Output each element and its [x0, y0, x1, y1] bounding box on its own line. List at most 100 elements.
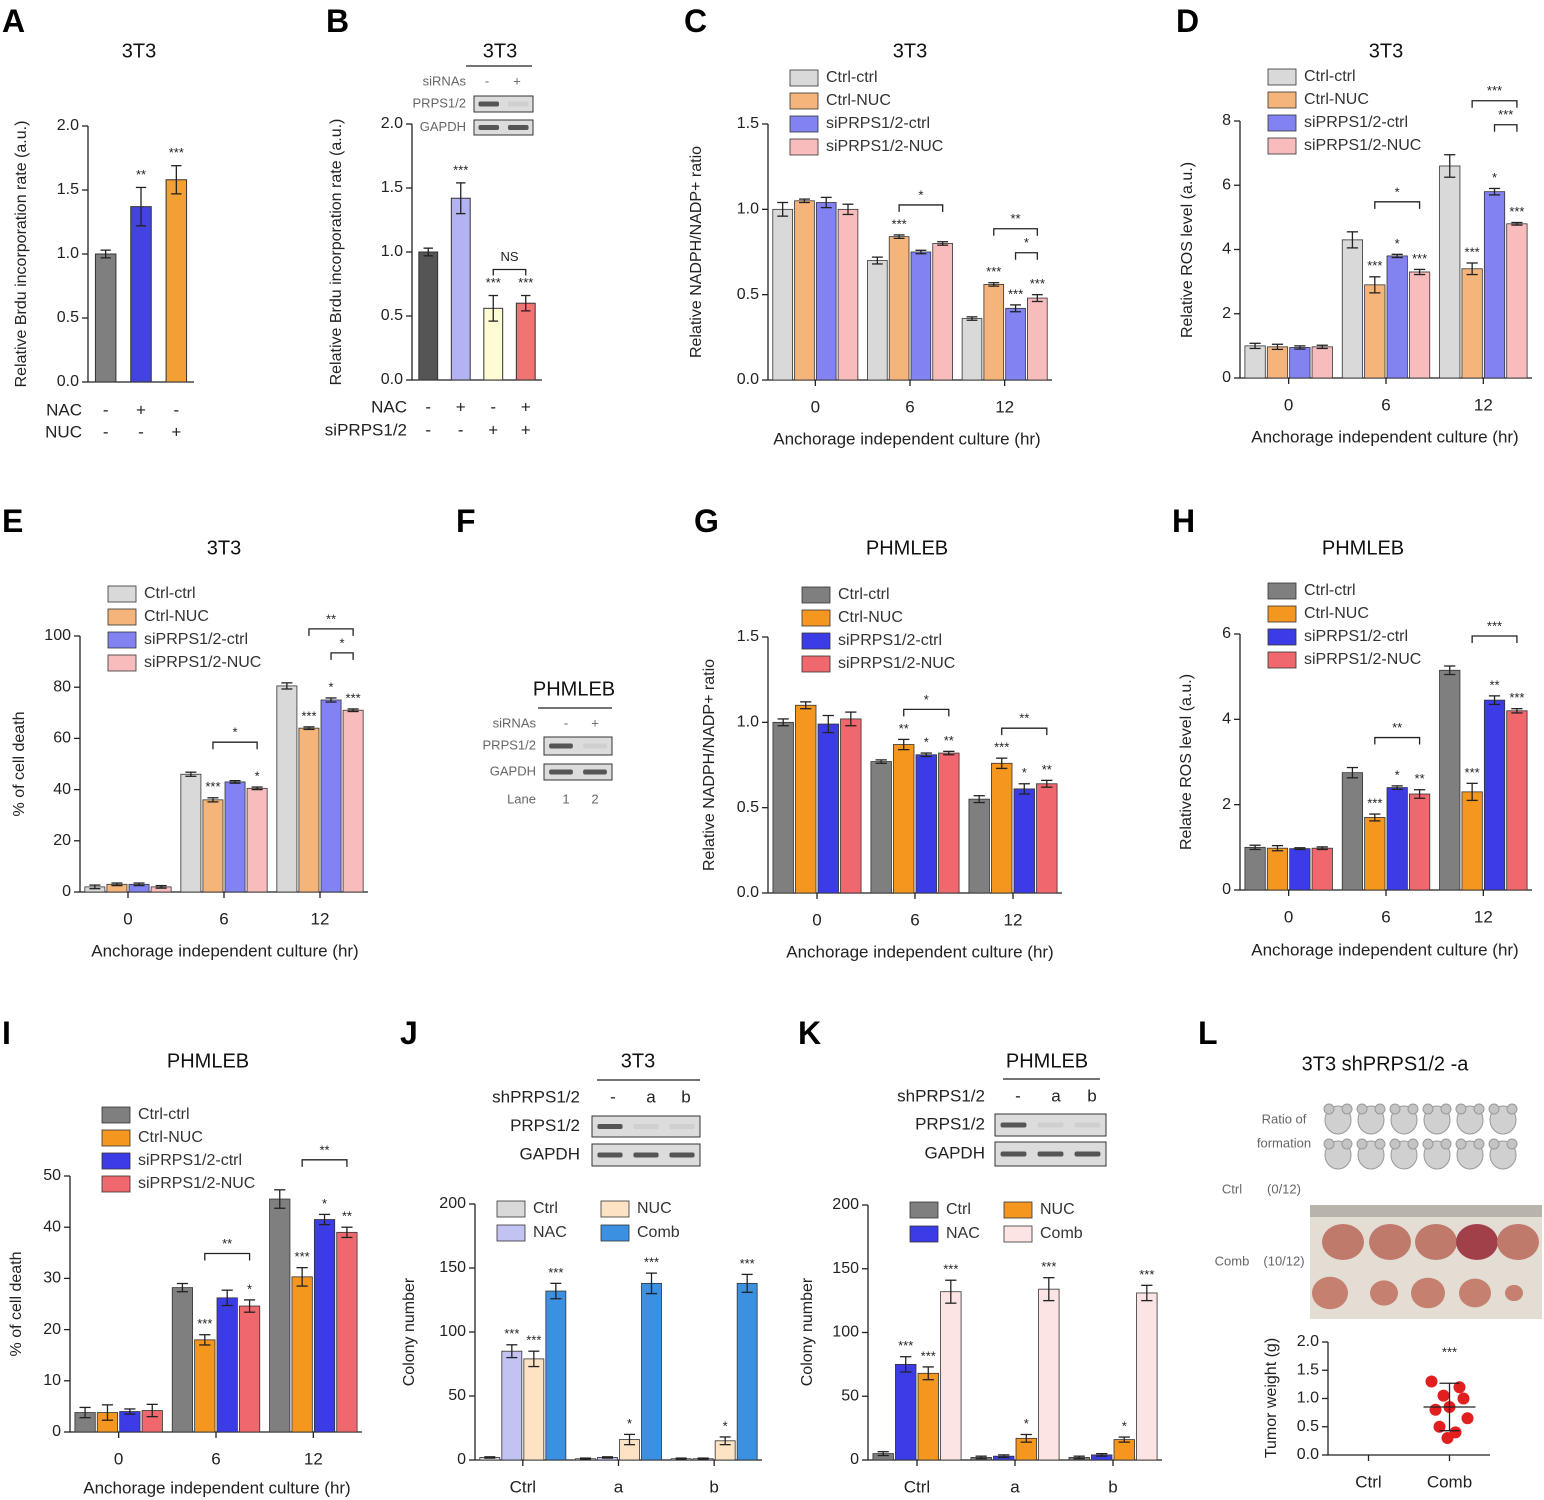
panel-letter: D: [1176, 3, 1199, 39]
significance: ***: [1465, 765, 1480, 780]
legend-label: siPRPS1/2-NUC: [1304, 137, 1421, 154]
significance: ***: [504, 1326, 519, 1341]
point: [1429, 1403, 1442, 1416]
condition-name: siPRPS1/2: [325, 420, 407, 439]
condition-name: NAC: [46, 400, 82, 419]
y-tick-label: 0: [62, 883, 71, 900]
legend-swatch: [496, 1200, 526, 1218]
legend-label: Comb: [1040, 1225, 1083, 1242]
legend-swatch: [801, 632, 831, 650]
bracket-label: ***: [1498, 107, 1513, 122]
legend-swatch: [1267, 114, 1297, 132]
bar: [1311, 346, 1333, 379]
x-tick-label: 6: [905, 397, 914, 416]
legend-label: siPRPS1/2-ctrl: [1304, 628, 1408, 645]
legend-label: NAC: [533, 1224, 567, 1241]
mouse-ear: [1440, 1103, 1452, 1115]
significance: *: [1024, 1416, 1029, 1431]
y-tick-label: 1.0: [381, 243, 403, 260]
condition-mark: -: [138, 422, 144, 441]
condition-mark: +: [171, 422, 181, 441]
bracket: [1493, 124, 1518, 132]
bar: [216, 1297, 238, 1433]
y-axis-label: Colony number: [799, 1277, 816, 1386]
point: [1461, 1412, 1474, 1425]
significance: ***: [1412, 251, 1427, 266]
y-tick-label: 1.5: [737, 628, 759, 645]
blot-band: [549, 743, 573, 749]
legend-label: Comb: [637, 1224, 680, 1241]
y-tick-label: 6: [1222, 625, 1231, 642]
legend-label: NUC: [1040, 1201, 1075, 1218]
blot-band: [669, 1152, 695, 1158]
condition-mark: +: [136, 400, 146, 419]
x-tick-label: Ctrl: [904, 1477, 930, 1496]
blot-header: shPRPS1/2: [897, 1086, 985, 1105]
panel-letter: B: [326, 3, 349, 39]
bracket-label: **: [326, 611, 336, 626]
y-tick-label: 50: [841, 1387, 859, 1404]
bar: [1289, 848, 1311, 891]
mouse-ear: [1488, 1103, 1500, 1115]
legend-swatch: [496, 1224, 526, 1242]
mouse-ear: [1341, 1138, 1353, 1150]
bar: [1136, 1292, 1158, 1461]
bracket-label: **: [222, 1236, 232, 1251]
bar: [867, 260, 888, 381]
legend-label: Ctrl: [946, 1201, 971, 1218]
y-tick-label: 2.0: [57, 117, 79, 134]
blot-lane: +: [591, 715, 599, 730]
significance: *: [723, 1418, 728, 1433]
significance: ***: [1465, 244, 1480, 259]
group-ratio: (0/12): [1267, 1181, 1301, 1196]
bar: [932, 243, 953, 381]
blot-band: [597, 1124, 623, 1129]
y-tick-label: 20: [43, 1321, 61, 1338]
bar: [1386, 787, 1408, 891]
significance: *: [329, 679, 334, 694]
bracket: [993, 228, 1038, 236]
legend-label: Ctrl-ctrl: [138, 1106, 190, 1123]
significance: ***: [169, 145, 184, 160]
tumor: [1322, 1224, 1364, 1260]
y-tick-label: 0.0: [737, 884, 759, 901]
bar: [336, 1231, 358, 1433]
bar: [1506, 223, 1528, 379]
bar: [1461, 791, 1483, 891]
bar: [165, 179, 188, 383]
bar: [895, 1363, 917, 1461]
x-tick-label: 6: [910, 910, 919, 929]
bracket-label: NS: [500, 249, 518, 264]
legend-swatch: [789, 138, 819, 156]
y-axis-label: % of cell death: [8, 1252, 25, 1357]
ruler: [1310, 1205, 1542, 1217]
panel-title: 3T3: [893, 40, 927, 62]
blot-lane: -: [485, 73, 489, 88]
blot-lane: +: [513, 73, 521, 88]
y-tick-label: 100: [44, 627, 71, 644]
x-tick-label: 0: [811, 397, 820, 416]
x-axis-label: Anchorage independent culture (hr): [786, 942, 1053, 961]
y-axis-label: Relative NADPH/NADP+ ratio: [688, 146, 705, 358]
y-tick-label: 60: [53, 730, 71, 747]
bar: [1027, 297, 1048, 381]
mouse-ear: [1389, 1103, 1401, 1115]
bracket-label: **: [319, 1142, 329, 1157]
condition-mark: -: [458, 420, 464, 439]
significance: *: [322, 1196, 327, 1211]
bar: [320, 699, 342, 893]
y-tick-label: 0.0: [57, 373, 79, 390]
legend-swatch: [801, 586, 831, 604]
y-tick-label: 50: [43, 1167, 61, 1184]
panel-title: 3T3: [122, 40, 156, 62]
blot-lane-number: 1: [562, 791, 569, 806]
bracket: [1471, 635, 1518, 643]
y-tick-label: 2: [1222, 305, 1231, 322]
blot-band: [1000, 1151, 1027, 1157]
legend-label: Ctrl: [533, 1200, 558, 1217]
x-axis-label: Anchorage independent culture (hr): [773, 429, 1040, 448]
blot-band: [1037, 1122, 1064, 1128]
y-axis-label: Tumor weight (g): [1263, 1338, 1280, 1458]
group-name: Comb: [1215, 1253, 1250, 1268]
